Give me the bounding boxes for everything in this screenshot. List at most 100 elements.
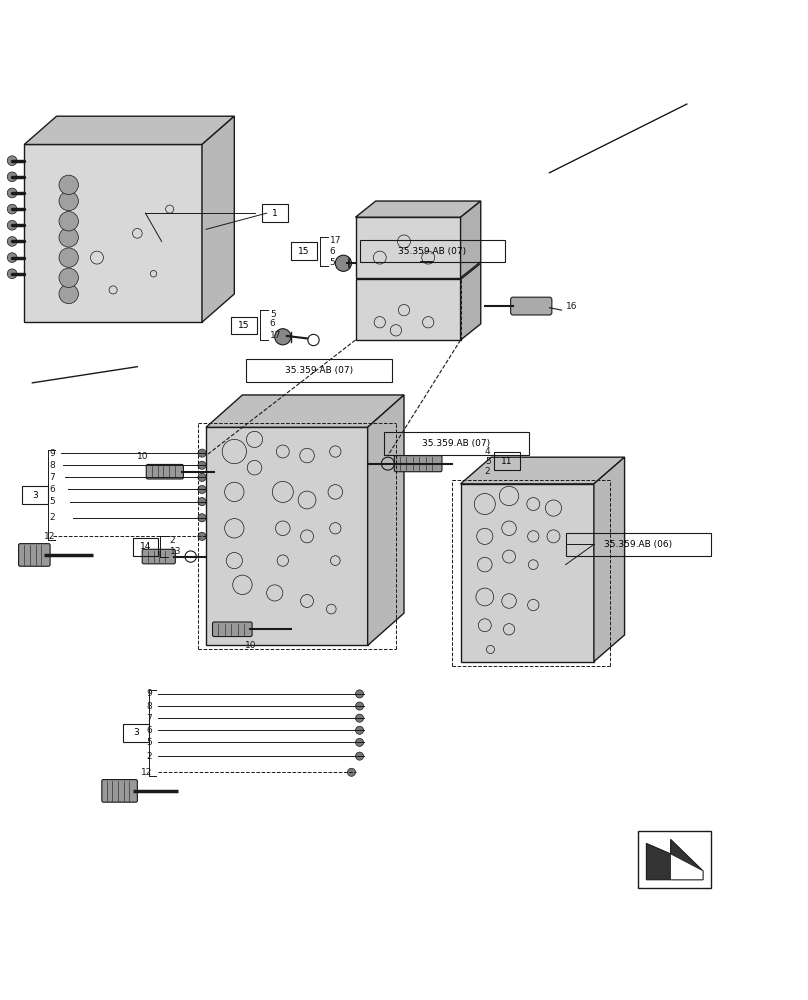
Text: 6: 6 (49, 485, 55, 494)
Text: 5: 5 (270, 310, 276, 319)
Circle shape (7, 204, 17, 214)
Circle shape (59, 228, 78, 247)
Bar (291, 242, 317, 260)
Polygon shape (356, 279, 461, 340)
Circle shape (335, 255, 351, 271)
Text: 35.359.AB (07): 35.359.AB (07) (398, 247, 466, 256)
Text: 12: 12 (44, 532, 55, 541)
Circle shape (7, 156, 17, 165)
Text: 15: 15 (238, 321, 250, 330)
Circle shape (198, 532, 206, 540)
Bar (262, 204, 288, 222)
Bar (638, 831, 711, 888)
Bar (22, 486, 48, 504)
Polygon shape (671, 854, 703, 880)
Circle shape (198, 473, 206, 481)
Circle shape (356, 702, 364, 710)
Text: 6: 6 (330, 247, 335, 256)
Text: 11: 11 (501, 457, 512, 466)
Bar (566, 533, 711, 556)
Text: 15: 15 (298, 247, 309, 256)
FancyBboxPatch shape (213, 622, 252, 637)
Circle shape (275, 329, 291, 345)
Text: 5: 5 (330, 258, 335, 267)
Text: 3: 3 (32, 491, 38, 500)
Circle shape (356, 690, 364, 698)
Text: 16: 16 (566, 302, 577, 311)
Text: 12: 12 (141, 768, 152, 777)
Text: 10: 10 (137, 452, 149, 461)
Polygon shape (206, 427, 368, 645)
Text: 14: 14 (140, 542, 151, 551)
Text: 6: 6 (146, 726, 152, 735)
Text: 4: 4 (485, 447, 490, 456)
FancyBboxPatch shape (146, 464, 183, 479)
Text: 8: 8 (146, 702, 152, 711)
Text: 2: 2 (485, 467, 490, 476)
Text: 2: 2 (49, 513, 55, 522)
Circle shape (356, 738, 364, 746)
Polygon shape (24, 116, 234, 144)
Circle shape (7, 188, 17, 198)
Text: 9: 9 (146, 689, 152, 698)
Text: 5: 5 (146, 738, 152, 747)
Text: 9: 9 (49, 449, 55, 458)
Text: 5: 5 (485, 457, 490, 466)
Polygon shape (646, 839, 703, 880)
Polygon shape (461, 457, 625, 484)
Text: 2: 2 (146, 752, 152, 761)
Text: 7: 7 (146, 714, 152, 723)
Bar (133, 538, 158, 556)
Circle shape (347, 768, 356, 776)
Text: 6: 6 (270, 319, 276, 328)
Circle shape (198, 485, 206, 494)
Text: 2: 2 (170, 536, 175, 545)
Circle shape (198, 461, 206, 469)
Polygon shape (202, 116, 234, 322)
Bar (123, 724, 149, 742)
Circle shape (198, 498, 206, 506)
Circle shape (356, 714, 364, 722)
FancyBboxPatch shape (19, 544, 50, 566)
Circle shape (59, 284, 78, 304)
Bar (231, 317, 257, 334)
Circle shape (7, 269, 17, 279)
Text: 8: 8 (49, 461, 55, 470)
Circle shape (356, 726, 364, 734)
FancyBboxPatch shape (102, 780, 137, 802)
Polygon shape (461, 484, 594, 662)
Polygon shape (24, 144, 202, 322)
Polygon shape (356, 217, 461, 278)
Circle shape (59, 268, 78, 287)
Bar (384, 432, 529, 455)
Text: 3: 3 (133, 728, 139, 737)
FancyBboxPatch shape (511, 297, 552, 315)
Bar (246, 359, 392, 382)
Circle shape (59, 212, 78, 231)
Polygon shape (594, 457, 625, 662)
Polygon shape (356, 201, 481, 217)
Circle shape (198, 514, 206, 522)
Text: 10: 10 (245, 641, 256, 650)
Circle shape (356, 752, 364, 760)
Bar (360, 240, 505, 262)
Bar (494, 452, 520, 470)
Circle shape (59, 191, 78, 211)
Text: 7: 7 (49, 473, 55, 482)
FancyBboxPatch shape (142, 549, 175, 564)
Circle shape (198, 449, 206, 457)
Circle shape (7, 172, 17, 182)
Text: 17: 17 (270, 331, 281, 340)
Polygon shape (206, 395, 404, 427)
Text: 35.359.AB (06): 35.359.AB (06) (604, 540, 672, 549)
Text: 17: 17 (330, 236, 341, 245)
Circle shape (7, 237, 17, 246)
Polygon shape (461, 263, 481, 340)
Circle shape (7, 220, 17, 230)
Circle shape (59, 175, 78, 195)
Polygon shape (368, 395, 404, 645)
Text: 5: 5 (49, 497, 55, 506)
Text: 35.359.AB (07): 35.359.AB (07) (285, 366, 353, 375)
Text: 1: 1 (271, 209, 278, 218)
Polygon shape (461, 201, 481, 278)
